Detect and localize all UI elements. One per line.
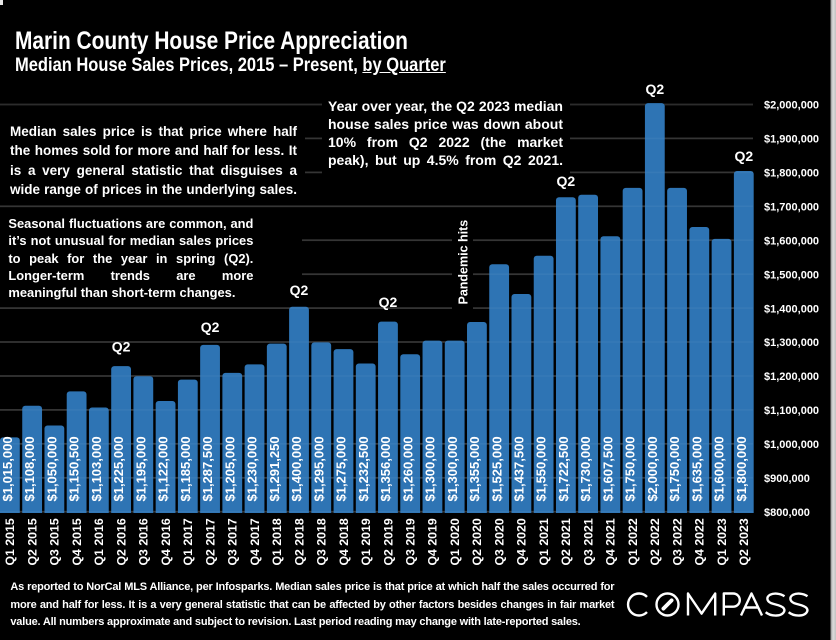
svg-text:Q2 2022: Q2 2022 [648,518,662,565]
svg-text:$1,900,000: $1,900,000 [764,134,819,146]
svg-text:Q3 2022: Q3 2022 [670,518,684,565]
svg-text:$800,000: $800,000 [764,507,810,519]
svg-text:Q2: Q2 [379,294,398,310]
svg-text:$1,500,000: $1,500,000 [764,269,819,281]
svg-text:$1,300,000: $1,300,000 [445,436,460,501]
svg-text:Q2: Q2 [734,148,753,164]
svg-text:$1,600,000: $1,600,000 [764,235,819,247]
svg-text:Q4 2016: Q4 2016 [159,518,173,565]
svg-text:$1,232,500: $1,232,500 [356,436,371,501]
svg-text:$1,122,000: $1,122,000 [156,436,171,501]
svg-text:Q3 2019: Q3 2019 [404,518,418,565]
svg-text:Q1 2020: Q1 2020 [448,518,462,565]
svg-text:Q3 2015: Q3 2015 [48,518,62,565]
svg-text:$1,800,000: $1,800,000 [764,168,819,180]
svg-text:Q2 2019: Q2 2019 [381,518,395,565]
svg-text:$1,600,000: $1,600,000 [712,436,727,501]
svg-text:Q4 2018: Q4 2018 [337,518,351,565]
svg-text:$1,295,000: $1,295,000 [311,436,326,501]
svg-text:$2,000,000: $2,000,000 [645,436,660,501]
svg-text:$1,195,000: $1,195,000 [133,436,148,501]
svg-text:Q3 2018: Q3 2018 [315,518,329,565]
svg-text:Q3 2016: Q3 2016 [137,518,151,565]
svg-text:$1,730,000: $1,730,000 [578,436,593,501]
svg-text:Q3 2017: Q3 2017 [226,518,240,565]
svg-text:$1,185,000: $1,185,000 [178,436,193,501]
svg-text:Pandemic hits: Pandemic hits [456,220,470,305]
svg-text:Q1 2016: Q1 2016 [92,518,106,565]
svg-text:$1,722,500: $1,722,500 [556,436,571,501]
svg-text:Q2: Q2 [645,81,664,97]
svg-text:$1,205,000: $1,205,000 [222,436,237,501]
svg-text:Q2: Q2 [201,319,220,335]
svg-text:$1,750,000: $1,750,000 [667,436,682,501]
svg-text:$2,000,000: $2,000,000 [764,100,819,112]
svg-text:$1,550,000: $1,550,000 [534,436,549,501]
svg-text:Q2 2017: Q2 2017 [203,518,217,565]
svg-text:Q2 2015: Q2 2015 [25,518,39,565]
svg-text:$1,275,000: $1,275,000 [334,436,349,501]
svg-text:Q1 2019: Q1 2019 [359,518,373,565]
svg-text:$1,200,000: $1,200,000 [764,371,819,383]
svg-text:$1,260,000: $1,260,000 [400,436,415,501]
svg-text:Q1 2021: Q1 2021 [537,518,551,565]
svg-text:$1,800,000: $1,800,000 [734,436,749,501]
svg-text:$1,607,500: $1,607,500 [600,436,615,501]
svg-text:$1,230,000: $1,230,000 [245,436,260,501]
svg-text:$1,700,000: $1,700,000 [764,202,819,214]
svg-text:$1,225,000: $1,225,000 [111,436,126,501]
svg-text:Q3 2021: Q3 2021 [581,518,595,565]
svg-text:Q2 2020: Q2 2020 [470,518,484,565]
svg-text:Q1 2017: Q1 2017 [181,518,195,565]
svg-text:Q1 2015: Q1 2015 [3,518,17,565]
svg-text:$1,050,000: $1,050,000 [44,436,59,501]
svg-text:Q4 2022: Q4 2022 [693,518,707,565]
svg-text:$1,108,000: $1,108,000 [22,436,37,501]
svg-text:Q1 2022: Q1 2022 [626,518,640,565]
svg-text:$1,150,500: $1,150,500 [67,436,82,501]
svg-text:Q2: Q2 [290,282,309,298]
svg-text:$1,015,000: $1,015,000 [0,436,15,501]
svg-text:Q1 2018: Q1 2018 [270,518,284,565]
svg-text:$900,000: $900,000 [764,473,810,485]
svg-text:Q4 2020: Q4 2020 [515,518,529,565]
svg-text:Q4 2021: Q4 2021 [604,518,618,565]
svg-text:Q2 2023: Q2 2023 [737,518,751,565]
svg-text:Q2 2021: Q2 2021 [559,518,573,565]
svg-text:$1,100,000: $1,100,000 [764,405,819,417]
svg-text:$1,635,000: $1,635,000 [689,436,704,501]
svg-text:$1,300,000: $1,300,000 [423,436,438,501]
svg-text:$1,525,000: $1,525,000 [489,436,504,501]
svg-text:$1,400,000: $1,400,000 [764,303,819,315]
svg-text:$1,356,000: $1,356,000 [378,436,393,501]
svg-text:$1,103,000: $1,103,000 [89,436,104,501]
svg-text:$1,000,000: $1,000,000 [764,439,819,451]
svg-text:Q2: Q2 [557,173,576,189]
svg-text:Q4 2019: Q4 2019 [426,518,440,565]
svg-text:$1,300,000: $1,300,000 [764,337,819,349]
svg-text:$1,291,250: $1,291,250 [267,436,282,501]
svg-text:Q4 2017: Q4 2017 [248,518,262,565]
svg-text:Q3 2020: Q3 2020 [492,518,506,565]
svg-text:Q4 2015: Q4 2015 [70,518,84,565]
svg-text:Q2 2016: Q2 2016 [114,518,128,565]
svg-text:$1,287,500: $1,287,500 [200,436,215,501]
svg-text:$1,400,000: $1,400,000 [289,436,304,501]
svg-text:$1,355,000: $1,355,000 [467,436,482,501]
svg-text:Q2: Q2 [112,339,131,355]
svg-text:Q1 2023: Q1 2023 [715,518,729,565]
svg-text:$1,750,000: $1,750,000 [623,436,638,501]
svg-text:Q2 2018: Q2 2018 [292,518,306,565]
svg-text:$1,437,500: $1,437,500 [512,436,527,501]
